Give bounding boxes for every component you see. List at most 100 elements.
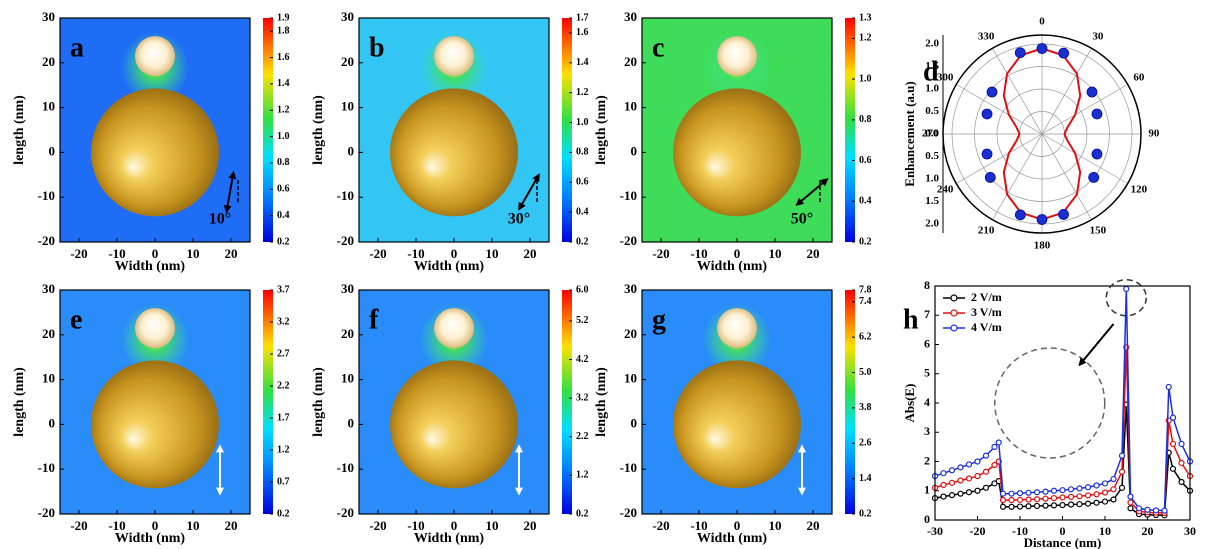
angle-annotation: 10° <box>209 211 231 228</box>
colorbar <box>562 18 572 242</box>
small-sphere <box>717 308 757 348</box>
theta-tick-label: 150 <box>1090 224 1107 236</box>
series-marker <box>1171 441 1176 446</box>
series-marker <box>1035 497 1040 502</box>
series-marker <box>975 459 980 464</box>
y-tick-label: 0 <box>631 143 638 158</box>
series-marker <box>1069 494 1074 499</box>
theta-tick-label: 120 <box>1131 183 1148 195</box>
y-tick-label: 20 <box>42 54 55 69</box>
y-axis-label: length (nm) <box>594 367 609 437</box>
series-marker <box>1018 504 1023 509</box>
legend-marker <box>951 295 957 301</box>
y-tick-label: 6 <box>924 336 930 350</box>
series-marker <box>1052 488 1057 493</box>
x-axis-label: Width (nm) <box>414 259 484 274</box>
data-point <box>987 87 997 97</box>
theta-tick-label: 0 <box>1039 16 1045 28</box>
colorbar-tick-label: 1.6 <box>576 27 589 38</box>
x-tick-label: -30 <box>927 524 943 538</box>
angular-grid <box>1042 134 1128 184</box>
data-point <box>1015 210 1025 220</box>
panel-label: h <box>903 304 919 335</box>
colorbar-tick-label: 1.0 <box>576 117 589 128</box>
large-sphere <box>390 88 518 216</box>
y-tick-label: -20 <box>620 233 637 248</box>
colorbar-tick-label: 6.0 <box>576 284 589 295</box>
x-tick-label: -20 <box>970 524 986 538</box>
series-marker <box>967 490 972 495</box>
colorbar-tick-label: 3.7 <box>277 284 290 295</box>
series-marker <box>1179 441 1184 446</box>
y-axis-label: Abs(E) <box>902 383 917 422</box>
r-tick-label: 0.5 <box>925 150 939 162</box>
series-marker <box>1060 503 1065 508</box>
series-marker <box>1094 500 1099 505</box>
series-marker <box>1120 485 1125 490</box>
theta-tick-label: 30 <box>1092 31 1104 43</box>
series-marker <box>1137 506 1142 511</box>
series-marker <box>967 462 972 467</box>
y-tick-label: 4 <box>924 395 930 409</box>
data-point <box>1015 48 1025 58</box>
y-tick-label: 20 <box>341 326 354 341</box>
series-marker <box>1103 481 1108 486</box>
x-tick-label: 20 <box>807 518 820 533</box>
colorbar-tick-label: 0.6 <box>859 155 872 166</box>
colorbar <box>263 290 273 514</box>
x-tick-label: 10 <box>187 518 200 533</box>
small-sphere <box>135 308 175 348</box>
legend-label: 2 V/m <box>971 290 1002 304</box>
series-marker <box>950 493 955 498</box>
series-marker <box>950 468 955 473</box>
y-tick-label: -20 <box>38 505 55 520</box>
x-tick-label: 20 <box>225 518 238 533</box>
x-tick-label: -20 <box>70 518 87 533</box>
theta-tick-label: 330 <box>978 31 995 43</box>
colorbar-tick-label: 0.8 <box>277 157 290 168</box>
series-marker <box>1128 500 1133 505</box>
series-marker <box>1124 286 1129 291</box>
theta-tick-label: 90 <box>1148 128 1160 140</box>
y-tick-label: 10 <box>341 99 354 114</box>
y-axis-label: length (nm) <box>311 367 326 437</box>
zoom-arrow <box>1080 324 1114 365</box>
panel-label: d <box>923 56 939 87</box>
series-marker <box>1018 491 1023 496</box>
y-tick-label: 30 <box>624 9 637 24</box>
series-marker <box>958 478 963 483</box>
large-sphere <box>390 360 518 488</box>
y-tick-label: 30 <box>624 281 637 296</box>
series-marker <box>1128 506 1133 511</box>
theta-tick-label: 210 <box>978 224 995 236</box>
series-marker <box>1179 479 1184 484</box>
colorbar-tick-label: 1.2 <box>277 444 290 455</box>
y-tick-label: -10 <box>620 188 637 203</box>
series-marker <box>1086 501 1091 506</box>
series-marker <box>1120 469 1125 474</box>
small-sphere <box>135 36 175 76</box>
colorbar-tick-label: 1.4 <box>859 473 872 484</box>
y-tick-label: 30 <box>341 281 354 296</box>
y-axis-label: length (nm) <box>12 95 27 165</box>
r-tick-label: 2.0 <box>925 38 939 50</box>
legend-marker <box>951 310 957 316</box>
colorbar-tick-label: 3.8 <box>859 402 872 413</box>
data-point <box>985 172 995 182</box>
colorbar-tick-label: 1.4 <box>576 57 589 68</box>
colorbar-tick-label: 0.2 <box>277 236 290 247</box>
x-tick-label: 20 <box>807 246 820 261</box>
panel-label: b <box>369 32 385 63</box>
series-marker <box>984 453 989 458</box>
y-tick-label: -20 <box>620 505 637 520</box>
colorbar-tick-label: 0.2 <box>277 508 290 519</box>
colorbar-tick-label: 2.2 <box>277 380 290 391</box>
y-tick-label: 1 <box>924 483 930 497</box>
series-marker <box>1171 415 1176 420</box>
x-axis-label: Width (nm) <box>414 531 484 546</box>
y-tick-label: 20 <box>42 326 55 341</box>
large-sphere <box>91 360 219 488</box>
series-marker <box>1069 487 1074 492</box>
colorbar-tick-label: 2.6 <box>859 438 872 449</box>
figure: -20-1001020-20-100102030Width (nm)length… <box>0 0 1206 549</box>
